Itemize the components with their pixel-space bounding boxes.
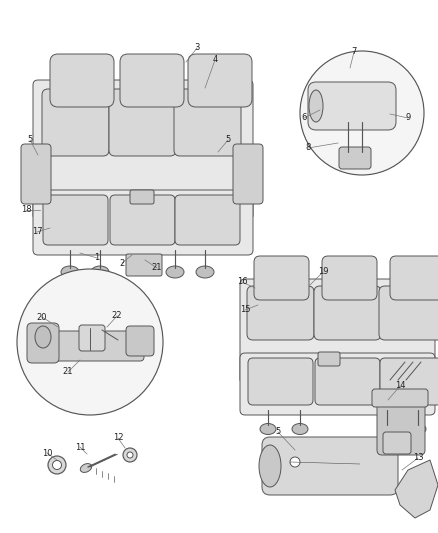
Text: 14: 14 <box>395 382 405 391</box>
Text: 10: 10 <box>42 448 52 457</box>
Text: 5: 5 <box>27 135 32 144</box>
FancyBboxPatch shape <box>308 82 396 130</box>
Text: 18: 18 <box>21 206 31 214</box>
FancyBboxPatch shape <box>262 437 398 495</box>
FancyBboxPatch shape <box>110 195 175 245</box>
FancyBboxPatch shape <box>175 195 240 245</box>
FancyBboxPatch shape <box>379 286 438 340</box>
Circle shape <box>300 51 424 175</box>
Text: 9: 9 <box>406 114 411 123</box>
Text: 5: 5 <box>276 427 281 437</box>
FancyBboxPatch shape <box>383 432 411 454</box>
FancyBboxPatch shape <box>33 80 253 220</box>
Text: 20: 20 <box>37 312 47 321</box>
Circle shape <box>17 269 163 415</box>
FancyBboxPatch shape <box>42 89 109 156</box>
Ellipse shape <box>260 424 276 434</box>
Text: 15: 15 <box>240 305 250 314</box>
Circle shape <box>290 457 300 467</box>
Ellipse shape <box>309 90 323 122</box>
FancyBboxPatch shape <box>120 54 184 107</box>
Ellipse shape <box>80 464 92 472</box>
FancyBboxPatch shape <box>377 390 425 455</box>
FancyBboxPatch shape <box>36 331 144 361</box>
Text: 3: 3 <box>194 44 200 52</box>
FancyBboxPatch shape <box>318 352 340 366</box>
FancyBboxPatch shape <box>109 89 176 156</box>
FancyBboxPatch shape <box>188 54 252 107</box>
Text: 12: 12 <box>113 433 123 442</box>
FancyBboxPatch shape <box>240 279 435 384</box>
Text: 19: 19 <box>318 268 328 277</box>
Ellipse shape <box>53 461 61 470</box>
Ellipse shape <box>61 266 79 278</box>
Ellipse shape <box>35 326 51 348</box>
FancyBboxPatch shape <box>254 256 309 300</box>
Ellipse shape <box>379 424 395 434</box>
Text: 8: 8 <box>305 143 311 152</box>
FancyBboxPatch shape <box>33 190 253 255</box>
FancyBboxPatch shape <box>130 190 154 204</box>
FancyBboxPatch shape <box>174 89 241 156</box>
Ellipse shape <box>259 445 281 487</box>
FancyBboxPatch shape <box>27 323 59 363</box>
Ellipse shape <box>166 266 184 278</box>
Ellipse shape <box>410 424 426 434</box>
Circle shape <box>127 452 133 458</box>
Ellipse shape <box>48 456 66 474</box>
FancyBboxPatch shape <box>248 358 313 405</box>
FancyBboxPatch shape <box>390 256 438 300</box>
Polygon shape <box>395 460 438 518</box>
Text: 13: 13 <box>413 454 423 463</box>
Ellipse shape <box>292 424 308 434</box>
Text: 5: 5 <box>226 135 231 144</box>
FancyBboxPatch shape <box>240 353 435 415</box>
Text: 11: 11 <box>75 442 85 451</box>
FancyBboxPatch shape <box>322 256 377 300</box>
Circle shape <box>123 448 137 462</box>
Text: 7: 7 <box>351 47 357 56</box>
FancyBboxPatch shape <box>21 144 51 204</box>
Text: 21: 21 <box>63 367 73 376</box>
FancyBboxPatch shape <box>50 54 114 107</box>
FancyBboxPatch shape <box>126 254 162 276</box>
Text: 22: 22 <box>112 311 122 320</box>
FancyBboxPatch shape <box>339 147 371 169</box>
Text: 16: 16 <box>237 278 247 287</box>
FancyBboxPatch shape <box>79 325 105 351</box>
FancyBboxPatch shape <box>380 358 438 405</box>
Ellipse shape <box>91 266 109 278</box>
FancyBboxPatch shape <box>315 358 380 405</box>
Text: 21: 21 <box>152 263 162 272</box>
FancyBboxPatch shape <box>314 286 381 340</box>
Text: 2: 2 <box>120 259 125 268</box>
Ellipse shape <box>196 266 214 278</box>
FancyBboxPatch shape <box>43 195 108 245</box>
FancyBboxPatch shape <box>126 326 154 356</box>
Text: 4: 4 <box>212 55 218 64</box>
FancyBboxPatch shape <box>247 286 314 340</box>
Text: 17: 17 <box>32 228 42 237</box>
Text: 6: 6 <box>301 114 307 123</box>
FancyBboxPatch shape <box>233 144 263 204</box>
Text: 1: 1 <box>94 254 99 262</box>
FancyBboxPatch shape <box>372 389 428 407</box>
